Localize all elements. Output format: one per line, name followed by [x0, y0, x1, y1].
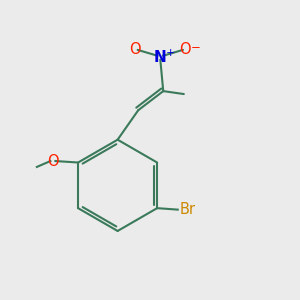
Text: N: N	[154, 50, 167, 65]
Text: O: O	[179, 42, 191, 57]
Text: Br: Br	[179, 202, 195, 217]
Text: O: O	[47, 154, 59, 169]
Text: O: O	[130, 42, 141, 57]
Text: −: −	[190, 41, 200, 54]
Text: +: +	[166, 47, 175, 58]
